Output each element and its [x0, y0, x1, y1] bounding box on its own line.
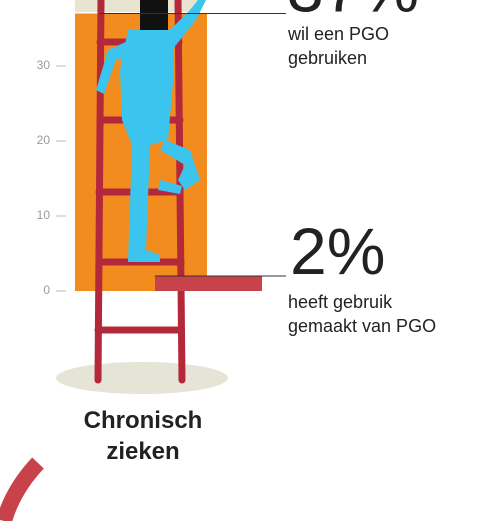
category-label: Chronisch zieken [83, 407, 203, 465]
series-label: wil een PGO gebruiken [288, 24, 390, 68]
y-tick-label: 20 [37, 133, 51, 147]
shadow [56, 362, 228, 394]
value-label: 37% [287, 0, 419, 26]
decoration-arc [0, 457, 44, 521]
y-tick-label: 30 [37, 58, 51, 72]
backdrop [75, 0, 200, 12]
y-tick-label: 10 [37, 208, 51, 222]
series-label: heeft gebruik gemaakt van PGO [288, 292, 437, 336]
climber [96, 0, 206, 262]
value-label: 2% [290, 214, 385, 288]
y-tick-label: 0 [43, 283, 50, 297]
bar [155, 276, 262, 291]
